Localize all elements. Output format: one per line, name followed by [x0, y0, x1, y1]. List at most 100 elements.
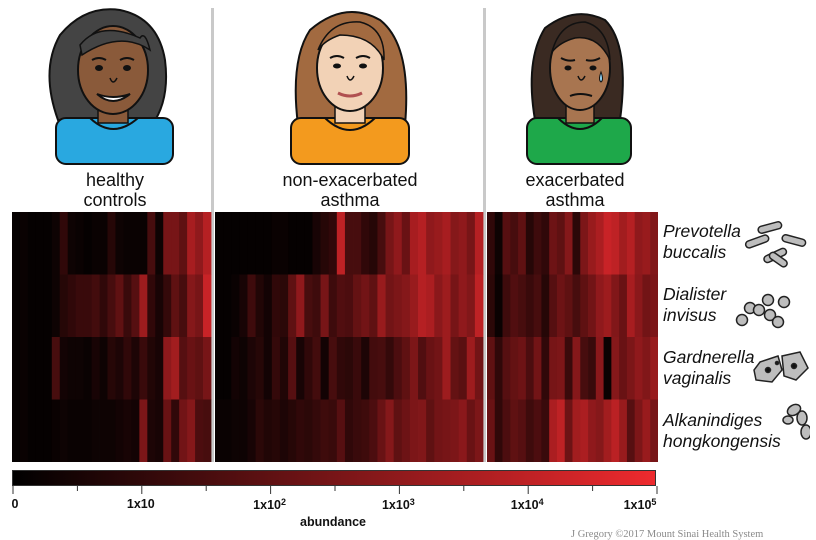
heatmap-cell: [549, 212, 558, 275]
heatmap-cell: [409, 212, 419, 275]
heatmap-cell: [377, 212, 386, 275]
bacteria-icons: [735, 221, 810, 440]
heatmap-cell: [556, 337, 566, 400]
heatmap-cell: [634, 337, 643, 400]
portraits: [48, 8, 632, 165]
species-label-gardnerella-vaginalis: Gardnerella vaginalis: [663, 347, 755, 388]
heatmap-cell: [434, 274, 443, 338]
heatmap-cell: [155, 337, 164, 400]
heatmap-cell: [51, 274, 61, 338]
heatmap-cell: [171, 274, 180, 338]
heatmap-cell: [541, 399, 550, 462]
heatmap-cell: [642, 212, 651, 275]
coccus-cluster-icon: [735, 293, 791, 329]
heatmap-cell: [223, 212, 232, 275]
heatmap-cell: [328, 337, 338, 400]
heatmap-cell: [43, 212, 53, 275]
heatmap-cell: [580, 274, 589, 338]
heatmap-cell: [67, 399, 77, 462]
heatmap-cell: [466, 212, 476, 275]
heatmap-cell: [369, 337, 378, 400]
heatmap-cell: [466, 399, 476, 462]
heatmap-cell: [434, 212, 443, 275]
heatmap-cell: [458, 274, 468, 338]
heatmap-cell: [288, 337, 297, 400]
heatmap-cell: [541, 274, 550, 338]
heatmap-cell: [603, 399, 612, 462]
heatmap-cell: [12, 274, 21, 338]
heatmap-cell: [619, 274, 628, 338]
heatmap-cell: [588, 337, 597, 400]
heatmap-cell: [494, 337, 503, 400]
heatmap-cell: [611, 337, 620, 400]
heatmap-cell: [328, 274, 338, 338]
heatmap-cell: [107, 399, 116, 462]
heatmap-cell: [279, 274, 289, 338]
heatmap-cell: [67, 212, 77, 275]
heatmap-cell: [195, 212, 204, 275]
heatmap-cell: [115, 399, 124, 462]
heatmap-cell: [385, 337, 395, 400]
heatmap-cell: [215, 274, 224, 338]
heatmap-cell: [353, 274, 362, 338]
heatmap-cell: [361, 399, 370, 462]
diplococcus-icon: [782, 403, 810, 440]
heatmap-cell: [401, 337, 411, 400]
heatmap-cell: [51, 399, 61, 462]
heatmap-cell: [525, 337, 535, 400]
heatmap-cell: [279, 337, 289, 400]
heatmap-cell: [75, 399, 85, 462]
heatmap-cell: [595, 399, 604, 462]
heatmap-cell: [626, 337, 636, 400]
heatmap-cell: [155, 212, 164, 275]
non-exacerbated-portrait: [290, 11, 410, 165]
heatmap-cell: [353, 399, 362, 462]
heatmap-cell: [650, 337, 658, 400]
heatmap-cell: [288, 399, 297, 462]
heatmap-cell: [263, 274, 273, 338]
heatmap-cell: [83, 399, 92, 462]
heatmap-cell: [564, 274, 573, 338]
abundance-heatmap: [12, 212, 658, 462]
heatmap-cell: [115, 212, 124, 275]
heatmap-cell: [393, 337, 403, 400]
heatmap-cell: [450, 337, 460, 400]
species-label-prevotella-buccalis: Prevotella buccalis: [663, 221, 741, 262]
heatmap-cell: [91, 212, 100, 275]
heatmap-cell: [409, 399, 419, 462]
heatmap-cell: [123, 337, 132, 400]
heatmap-cell: [603, 274, 612, 338]
heatmap-cell: [369, 274, 378, 338]
heatmap-cell: [155, 399, 164, 462]
heatmap-cell: [442, 212, 451, 275]
heatmap-cell: [418, 212, 427, 275]
heatmap-cell: [239, 212, 248, 275]
heatmap-cell: [171, 212, 180, 275]
heatmap-cell: [231, 337, 240, 400]
heatmap-cell: [556, 212, 566, 275]
heatmap-cell: [409, 274, 419, 338]
heatmap-cell: [518, 399, 527, 462]
heatmap-cell: [580, 337, 589, 400]
heatmap-cell: [533, 212, 542, 275]
heatmap-cell: [312, 274, 321, 338]
heatmap-cell: [59, 337, 69, 400]
heatmap-cell: [458, 337, 468, 400]
heatmap-cell: [434, 399, 443, 462]
heatmap-cell: [147, 274, 156, 338]
group-label-non-exacerbated-asthma: non-exacerbated asthma: [282, 170, 418, 210]
heatmap-cell: [426, 274, 435, 338]
heatmap-cell: [67, 337, 77, 400]
heatmap-cell: [564, 337, 573, 400]
heatmap-cell: [458, 212, 468, 275]
heatmap-cell: [263, 399, 273, 462]
heatmap-cell: [19, 399, 29, 462]
heatmap-cell: [474, 399, 484, 462]
heatmap-cell: [533, 337, 542, 400]
heatmap-cell: [296, 212, 305, 275]
group-label-healthy-controls: healthy controls: [83, 170, 147, 210]
heatmap-cell: [344, 212, 354, 275]
heatmap-cell: [418, 399, 427, 462]
heatmap-cell: [215, 399, 224, 462]
heatmap-cell: [171, 399, 180, 462]
